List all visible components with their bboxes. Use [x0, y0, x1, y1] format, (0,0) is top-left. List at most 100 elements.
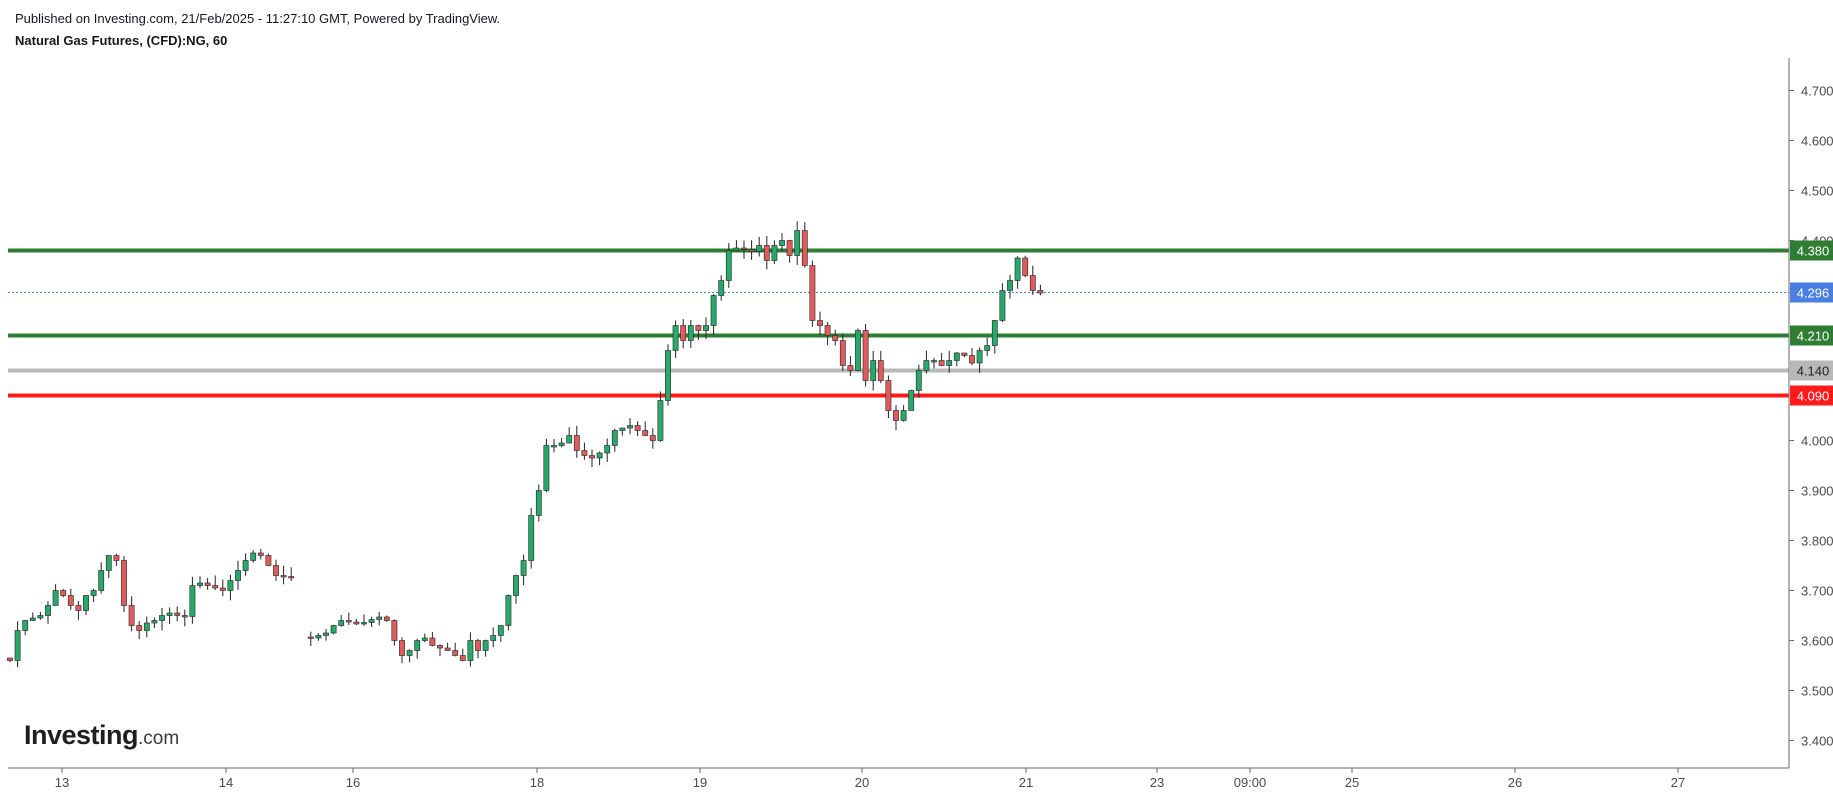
candle-body-59	[467, 640, 474, 661]
time-tick-label-10: 26	[1508, 775, 1522, 790]
time-tick-label-8: 09:00	[1234, 775, 1267, 790]
candle-body-69	[543, 445, 550, 491]
candle-body-26	[204, 582, 211, 586]
candle-body-75	[589, 455, 595, 459]
candle-body-54	[429, 637, 436, 646]
candle-body-130	[1007, 280, 1013, 291]
candle-body-117	[908, 390, 915, 411]
candle-body-90	[703, 325, 709, 331]
candle-body-10	[83, 595, 89, 611]
chart-header: Published on Investing.com, 21/Feb/2025 …	[15, 10, 500, 50]
candle-body-92	[718, 280, 725, 296]
candle-body-27	[212, 585, 219, 589]
candle-body-128	[991, 320, 998, 346]
level-label-4: 4.090	[1797, 389, 1830, 404]
candle-body-67	[528, 515, 535, 561]
candle-body-19	[151, 620, 158, 624]
price-tick-label-10: 3.400	[1801, 734, 1833, 749]
candle-body-0	[7, 657, 13, 661]
candle-body-78	[611, 430, 618, 446]
candle-body-21	[166, 612, 173, 616]
candle-body-121	[938, 360, 945, 366]
chart-title: Natural Gas Futures, (CFD):NG, 60	[15, 33, 228, 48]
candle-body-29	[227, 580, 234, 591]
candle-body-38	[307, 636, 314, 639]
candle-body-97	[756, 245, 763, 252]
candle-body-28	[219, 587, 226, 591]
candle-body-88	[687, 325, 694, 341]
level-label-box-1	[1790, 282, 1833, 303]
candle-body-112	[870, 360, 877, 381]
candle-body-89	[695, 325, 702, 331]
candle-body-74	[581, 450, 588, 456]
candle-body-61	[482, 640, 489, 651]
candle-body-63	[497, 625, 504, 636]
candle-body-129	[999, 290, 1006, 321]
candle-body-127	[984, 345, 991, 351]
candle-body-43	[345, 620, 352, 623]
candle-body-53	[421, 637, 428, 641]
candle-body-6	[52, 590, 59, 606]
candle-body-5	[45, 605, 51, 616]
candles	[7, 221, 1044, 668]
candle-body-77	[604, 445, 611, 454]
price-tick-label-1: 4.600	[1801, 134, 1833, 149]
candle-body-107	[832, 335, 839, 341]
time-tick-label-0: 13	[55, 775, 69, 790]
candle-body-132	[1022, 257, 1029, 276]
candle-body-35	[273, 565, 279, 576]
candle-body-12	[98, 570, 105, 591]
candle-body-122	[946, 360, 953, 366]
candle-body-2	[22, 620, 29, 631]
candle-body-73	[573, 435, 580, 451]
price-tick-label-6: 3.800	[1801, 534, 1833, 549]
price-tick-label-2: 4.500	[1801, 184, 1833, 199]
level-label-box-0	[1790, 240, 1833, 261]
candle-body-91	[710, 295, 717, 326]
candle-body-50	[399, 640, 405, 656]
candle-body-102	[794, 230, 801, 256]
candle-body-41	[330, 625, 337, 634]
time-axis: 13 14 16 18 19 20 21 23 09:00 25 26 27	[55, 768, 1685, 790]
candle-body-87	[680, 325, 687, 341]
candle-body-16	[128, 605, 135, 626]
published-info: Published on Investing.com, 21/Feb/2025 …	[15, 11, 501, 26]
candle-body-113	[877, 360, 884, 381]
candle-body-15	[121, 560, 127, 606]
level-label-3: 4.140	[1797, 364, 1830, 379]
candle-body-101	[786, 240, 793, 256]
time-tick-label-7: 23	[1150, 775, 1164, 790]
candle-body-66	[520, 560, 527, 576]
price-tick-label-7: 3.700	[1801, 584, 1833, 599]
candle-body-51	[406, 650, 413, 656]
candle-body-33	[257, 552, 264, 556]
candle-body-99	[771, 245, 778, 261]
candle-body-109	[847, 365, 854, 371]
candle-body-72	[566, 435, 573, 444]
candle-body-65	[513, 575, 519, 596]
level-label-0: 4.380	[1797, 244, 1830, 259]
candle-body-44	[353, 621, 360, 625]
candle-body-14	[113, 555, 120, 561]
candle-body-131	[1014, 257, 1021, 281]
candle-body-79	[619, 427, 626, 431]
candle-body-3	[29, 617, 36, 621]
time-tick-label-11: 27	[1671, 775, 1685, 790]
time-tick-label-9: 25	[1345, 775, 1359, 790]
candle-body-22	[174, 612, 181, 616]
candle-body-55	[437, 645, 443, 649]
price-tick-label-4: 4.000	[1801, 434, 1833, 449]
horizontal-levels	[8, 248, 1789, 398]
candle-body-80	[627, 425, 633, 429]
candle-body-47	[376, 616, 383, 620]
time-tick-label-2: 16	[346, 775, 360, 790]
candle-body-60	[475, 640, 481, 651]
candle-body-85	[665, 350, 671, 401]
candle-body-95	[741, 247, 747, 250]
candle-body-34	[265, 555, 272, 566]
candle-body-108	[839, 340, 846, 366]
candle-body-1	[14, 630, 21, 661]
candle-body-116	[900, 410, 907, 421]
candle-body-86	[672, 325, 679, 351]
